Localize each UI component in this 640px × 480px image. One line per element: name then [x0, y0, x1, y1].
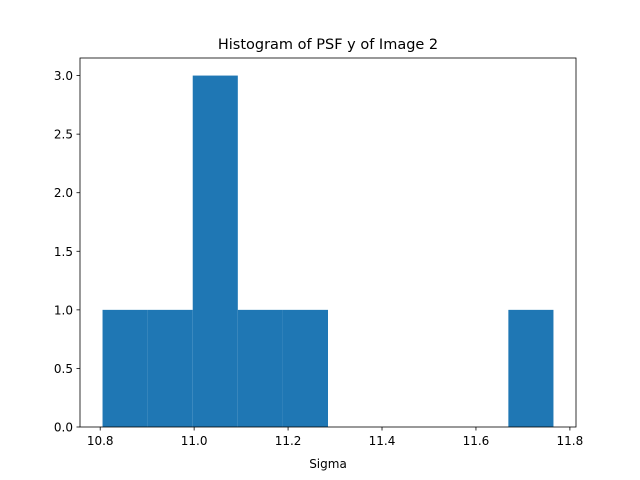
- x-tick-label: 11.4: [369, 434, 396, 448]
- y-tick-label: 3.0: [54, 69, 73, 83]
- histogram-bar: [147, 309, 193, 427]
- x-axis-label: Sigma: [309, 457, 347, 471]
- y-tick-label: 2.5: [54, 128, 73, 142]
- y-tick-label: 1.5: [54, 245, 73, 259]
- y-tick-label: 1.0: [54, 303, 73, 317]
- x-tick-label: 11.6: [463, 434, 490, 448]
- y-axis-ticks: 0.0 0.5 1.0 1.5 2.0 2.5 3.0: [54, 69, 80, 435]
- chart-title: Histogram of PSF y of Image 2: [218, 37, 438, 53]
- histogram-bar: [282, 309, 328, 427]
- x-tick-label: 11.0: [181, 434, 208, 448]
- y-tick-label: 0.5: [54, 362, 73, 376]
- x-axis-ticks: 10.8 11.0 11.2 11.4 11.6 11.8: [87, 427, 583, 448]
- x-tick-label: 11.8: [557, 434, 584, 448]
- x-tick-label: 11.2: [275, 434, 302, 448]
- plot-frame: [79, 57, 577, 428]
- x-tick-label: 10.8: [87, 434, 114, 448]
- y-tick-label: 0.0: [54, 421, 73, 435]
- histogram-bar: [508, 309, 554, 427]
- y-tick-label: 2.0: [54, 186, 73, 200]
- histogram-bar: [102, 309, 148, 427]
- histogram-bar: [192, 75, 238, 428]
- bars-group: [102, 75, 554, 428]
- histogram-bar: [237, 309, 283, 427]
